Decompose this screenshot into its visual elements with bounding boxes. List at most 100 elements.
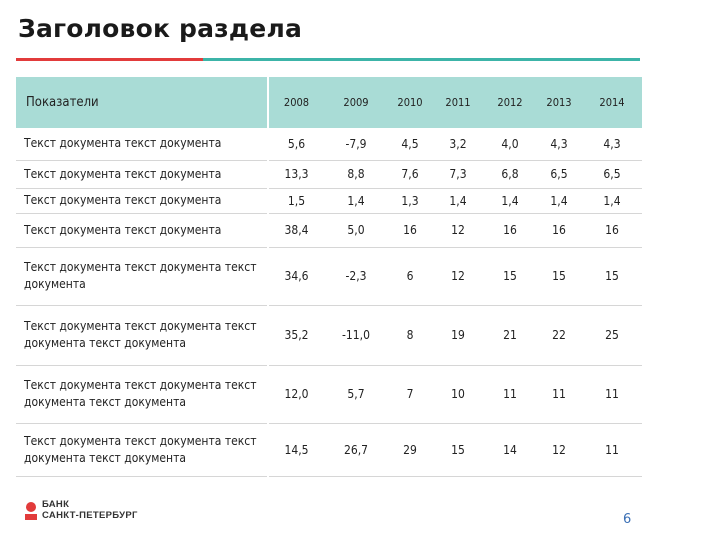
- title-underline: [16, 58, 640, 61]
- table-cell: 16: [388, 213, 432, 248]
- table-row: Текст документа текст документа 13,3 8,8 7,…: [16, 160, 642, 189]
- table-cell: 21: [484, 305, 536, 366]
- column-header: 2014: [582, 77, 642, 128]
- row-label-line: Текст документа текст документа текст: [24, 260, 257, 274]
- page-title: Заголовок раздела: [18, 14, 303, 43]
- row-label-line: Текст документа текст документа: [24, 136, 222, 151]
- table-row: Текст документа текст документа текст док…: [16, 423, 642, 477]
- bank-logo-icon: [25, 502, 37, 520]
- table-cell: 4,3: [582, 128, 642, 161]
- table-cell: 3,2: [432, 128, 484, 161]
- table-cell: 11: [582, 423, 642, 477]
- table-row: Текст документа текст документа 38,4 5,0 16…: [16, 213, 642, 248]
- table-cell: 7: [388, 365, 432, 424]
- table-cell: 5,6: [268, 128, 324, 161]
- table-cell: 19: [432, 305, 484, 366]
- table-cell: -2,3: [324, 247, 388, 306]
- row-label: Текст документа текст документа: [16, 188, 269, 214]
- table-cell: 15: [536, 247, 582, 306]
- table-cell: 7,3: [432, 160, 484, 189]
- table-cell: 26,7: [324, 423, 388, 477]
- table-cell: 11: [582, 365, 642, 424]
- table-cell: 16: [582, 213, 642, 248]
- table-cell: 15: [484, 247, 536, 306]
- table-cell: 12: [432, 213, 484, 248]
- table-row: Текст документа текст документа 5,6 -7,9 4,…: [16, 128, 642, 161]
- table-cell: 35,2: [268, 305, 324, 366]
- row-label: Текст документа текст документа: [16, 160, 269, 189]
- table-cell: 12: [536, 423, 582, 477]
- table-cell: 11: [484, 365, 536, 424]
- table-cell: 1,3: [388, 188, 432, 214]
- row-label-line: Текст документа текст документа: [24, 166, 222, 181]
- bank-logo-line-1: БАНК: [42, 499, 70, 510]
- row-label: Текст документа текст документа текст док…: [16, 247, 269, 306]
- indicators-table: Показатели 2008 2009 2010 2011 2012 2013…: [16, 77, 642, 477]
- row-label: Текст документа текст документа текст док…: [16, 365, 269, 424]
- table-cell: 13,3: [268, 160, 324, 189]
- table-cell: 12,0: [268, 365, 324, 424]
- table-row: Текст документа текст документа текст док…: [16, 305, 642, 366]
- column-header: 2013: [536, 77, 582, 128]
- table-cell: 1,5: [268, 188, 324, 214]
- table-cell: 1,4: [582, 188, 642, 214]
- table-cell: 38,4: [268, 213, 324, 248]
- table-cell: 8: [388, 305, 432, 366]
- table-cell: 16: [484, 213, 536, 248]
- row-label-line: документа текст документа: [24, 395, 186, 409]
- row-label-line: Текст документа текст документа текст: [24, 319, 257, 333]
- table-row: Текст документа текст документа текст док…: [16, 365, 642, 424]
- bank-logo-line-2: САНКТ-ПЕТЕРБУРГ: [42, 510, 138, 521]
- column-header: 2008: [268, 77, 324, 128]
- table-cell: 34,6: [268, 247, 324, 306]
- table-cell: 25: [582, 305, 642, 366]
- table-cell: 15: [432, 423, 484, 477]
- table-row: Текст документа текст документа текст док…: [16, 247, 642, 306]
- table-cell: 15: [582, 247, 642, 306]
- row-label-line: Текст документа текст документа: [24, 222, 222, 237]
- table-cell: 16: [536, 213, 582, 248]
- table-cell: -7,9: [324, 128, 388, 161]
- column-header: 2012: [484, 77, 536, 128]
- page-number: 6: [623, 512, 632, 527]
- table-cell: 4,5: [388, 128, 432, 161]
- table-cell: 6,5: [536, 160, 582, 189]
- row-label: Текст документа текст документа текст док…: [16, 305, 269, 366]
- table-cell: 11: [536, 365, 582, 424]
- table-cell: -11,0: [324, 305, 388, 366]
- table-cell: 1,4: [432, 188, 484, 214]
- row-label-line: документа текст документа: [24, 450, 186, 465]
- column-header: 2009: [324, 77, 388, 128]
- table-cell: 1,4: [484, 188, 536, 214]
- table-cell: 5,7: [324, 365, 388, 424]
- row-label-line: документа: [24, 277, 86, 291]
- table-cell: 29: [388, 423, 432, 477]
- table-row: Текст документа текст документа 1,5 1,4 1,3…: [16, 188, 642, 214]
- column-header: Показатели: [16, 77, 269, 128]
- table-cell: 1,4: [324, 188, 388, 214]
- table-cell: 1,4: [536, 188, 582, 214]
- table-cell: 4,0: [484, 128, 536, 161]
- table-cell: 8,8: [324, 160, 388, 189]
- table-cell: 6,5: [582, 160, 642, 189]
- column-header: 2011: [432, 77, 484, 128]
- row-label-line: документа текст документа: [24, 336, 186, 350]
- table-cell: 14,5: [268, 423, 324, 477]
- column-header: 2010: [388, 77, 432, 128]
- row-label: Текст документа текст документа текст док…: [16, 423, 269, 477]
- row-label: Текст документа текст документа: [16, 128, 269, 161]
- table-cell: 10: [432, 365, 484, 424]
- table-cell: 14: [484, 423, 536, 477]
- row-label-line: Текст документа текст документа текст: [24, 433, 257, 448]
- table-cell: 5,0: [324, 213, 388, 248]
- table-cell: 6,8: [484, 160, 536, 189]
- table-cell: 7,6: [388, 160, 432, 189]
- table-header-row: Показатели 2008 2009 2010 2011 2012 2013…: [16, 77, 642, 128]
- row-label-line: Текст документа текст документа: [24, 193, 222, 207]
- table-cell: 22: [536, 305, 582, 366]
- table-cell: 4,3: [536, 128, 582, 161]
- table-cell: 6: [388, 247, 432, 306]
- table-cell: 12: [432, 247, 484, 306]
- row-label-line: Текст документа текст документа текст: [24, 378, 257, 392]
- bank-logo-text: БАНК САНКТ-ПЕТЕРБУРГ: [42, 499, 138, 521]
